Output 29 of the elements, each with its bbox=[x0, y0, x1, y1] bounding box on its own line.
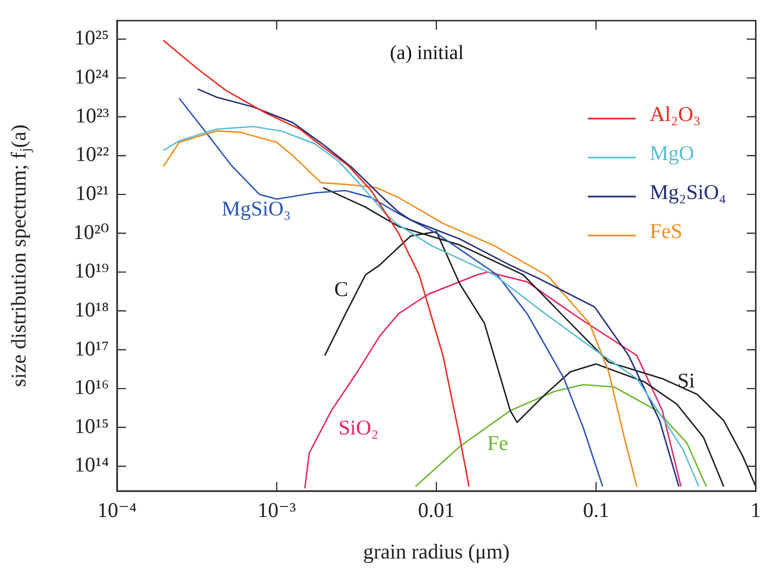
y-tick-label: 10¹⁴ bbox=[74, 452, 109, 477]
y-tick-label: 10¹⁵ bbox=[74, 414, 109, 438]
y-tick-label: 10²⁴ bbox=[74, 64, 109, 88]
y-axis-title: size distribution spectrum; fj(a) bbox=[6, 124, 34, 388]
series-label: Fe bbox=[487, 430, 508, 455]
y-tick-label: 10²² bbox=[75, 142, 109, 166]
series-label: MgSiO₃ bbox=[222, 196, 291, 221]
series-label: SiO₂ bbox=[338, 415, 378, 440]
x-tick-label: 0.1 bbox=[582, 498, 610, 522]
x-tick-label: 10⁻⁴ bbox=[97, 498, 137, 522]
y-tick-label: 10¹⁶ bbox=[74, 375, 109, 400]
legend-label: Al₂O₃ bbox=[650, 102, 701, 126]
legend-label: Mg₂SiO₄ bbox=[650, 180, 726, 204]
y-tick-label: 10²⁰ bbox=[73, 220, 109, 244]
y-tick-label: 10¹⁷ bbox=[74, 336, 109, 360]
x-tick-label: 1 bbox=[750, 498, 761, 522]
y-tick-label: 10¹⁸ bbox=[74, 297, 109, 322]
text: (a) initial bbox=[390, 42, 464, 64]
x-axis-title: grain radius (μm) bbox=[363, 540, 510, 564]
y-tick-label: 10¹⁹ bbox=[74, 258, 109, 283]
x-tick-label: 10⁻³ bbox=[257, 498, 296, 522]
y-tick-label: 10²¹ bbox=[75, 180, 109, 205]
series-label: C bbox=[334, 277, 348, 302]
legend-label: FeS bbox=[650, 219, 682, 244]
series-label: Si bbox=[677, 368, 696, 392]
y-tick-label: 10²³ bbox=[75, 103, 109, 128]
legend-label: MgO bbox=[650, 141, 694, 166]
y-tick-label: 10²⁵ bbox=[74, 26, 109, 50]
x-tick-label: 0.01 bbox=[418, 498, 455, 522]
